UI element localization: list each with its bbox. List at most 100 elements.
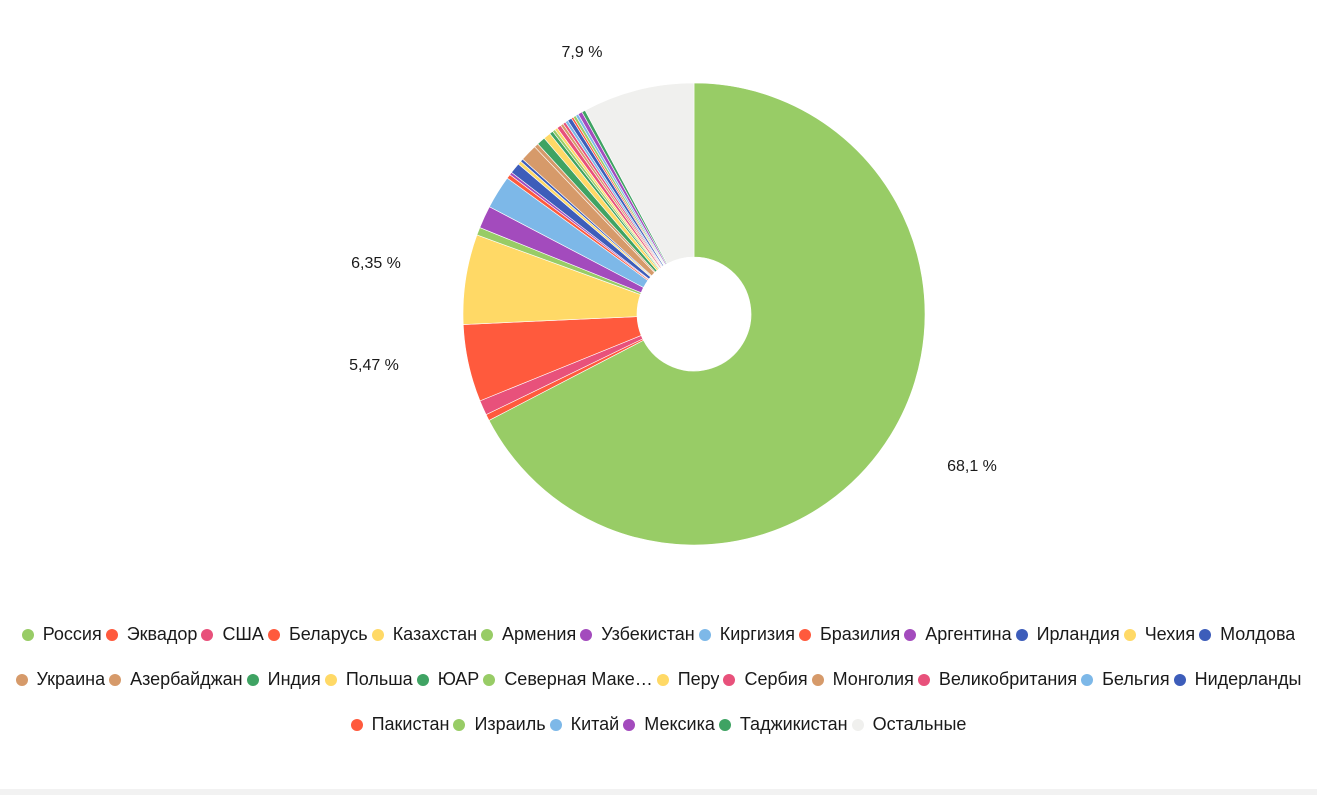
legend-dot-icon	[1123, 628, 1136, 641]
chart-legend: Россия Эквадор США Беларусь Казахстан Армения…	[0, 612, 1317, 747]
pie-chart: 68,1 % 5,47 % 6,35 % 7,9 %	[349, 44, 997, 546]
legend-dot-icon	[324, 673, 337, 686]
pct-label-0: 68,1 %	[947, 458, 997, 475]
legend-label: Пакистан	[371, 714, 450, 734]
legend-dot-icon	[723, 673, 736, 686]
legend-label: Ирландия	[1036, 624, 1120, 644]
legend-label: США	[222, 624, 264, 644]
legend-dot-icon	[1081, 673, 1094, 686]
legend-item[interactable]: Польша	[324, 657, 413, 702]
legend-label: Бельгия	[1102, 669, 1170, 689]
legend-label: Сербия	[744, 669, 808, 689]
legend-item[interactable]: Аргентина	[904, 612, 1012, 657]
legend-item[interactable]: Нидерланды	[1173, 657, 1302, 702]
legend-dot-icon	[483, 673, 496, 686]
legend-dot-icon	[623, 718, 636, 731]
legend-label: Беларусь	[288, 624, 368, 644]
legend-label: Польша	[345, 669, 413, 689]
legend-label: Нидерланды	[1194, 669, 1302, 689]
legend-item[interactable]: Остальные	[851, 702, 967, 747]
legend-item[interactable]: Армения	[481, 612, 576, 657]
legend-dot-icon	[21, 628, 34, 641]
legend-label: Россия	[42, 624, 102, 644]
legend-item[interactable]: ЮАР	[416, 657, 480, 702]
legend-dot-icon	[549, 718, 562, 731]
legend-item[interactable]: Казахстан	[371, 612, 478, 657]
legend-label: Северная Маке…	[504, 669, 653, 689]
pie-slices	[462, 82, 926, 546]
legend-dot-icon	[698, 628, 711, 641]
legend-dot-icon	[246, 673, 259, 686]
legend-item[interactable]: Пакистан	[350, 702, 450, 747]
legend-label: Киргизия	[719, 624, 795, 644]
legend-item[interactable]: Перу	[656, 657, 720, 702]
legend-item[interactable]: Китай	[549, 702, 620, 747]
legend-label: Чехия	[1144, 624, 1196, 644]
legend-item[interactable]: Ирландия	[1015, 612, 1120, 657]
legend-label: Бразилия	[819, 624, 901, 644]
legend-label: Таджикистан	[739, 714, 848, 734]
legend-item[interactable]: Молдова	[1199, 612, 1295, 657]
legend-label: Китай	[570, 714, 620, 734]
legend-item[interactable]: Бельгия	[1081, 657, 1170, 702]
legend-label: Казахстан	[392, 624, 478, 644]
legend-dot-icon	[109, 673, 122, 686]
legend-dot-icon	[105, 628, 118, 641]
legend-item[interactable]: Бразилия	[798, 612, 901, 657]
legend-label: Эквадор	[126, 624, 198, 644]
legend-dot-icon	[851, 718, 864, 731]
legend-label: Азербайджан	[130, 669, 243, 689]
pct-label-30: 7,9 %	[562, 44, 603, 61]
legend-label: Великобритания	[938, 669, 1078, 689]
legend-item[interactable]: Эквадор	[105, 612, 198, 657]
legend-item[interactable]: Беларусь	[267, 612, 368, 657]
legend-dot-icon	[904, 628, 917, 641]
legend-item[interactable]: Индия	[246, 657, 321, 702]
legend-item[interactable]: Чехия	[1123, 612, 1196, 657]
percentage-labels: 68,1 % 5,47 % 6,35 % 7,9 %	[349, 44, 997, 475]
legend-item[interactable]: Сербия	[723, 657, 808, 702]
legend-dot-icon	[15, 673, 28, 686]
legend-dot-icon	[1015, 628, 1028, 641]
legend-dot-icon	[1199, 628, 1212, 641]
legend-item[interactable]: Северная Маке…	[483, 657, 653, 702]
legend-label: Украина	[36, 669, 106, 689]
legend-item[interactable]: Мексика	[623, 702, 715, 747]
pie-slice-30[interactable]	[584, 82, 695, 265]
legend-label: Молдова	[1220, 624, 1296, 644]
legend-dot-icon	[798, 628, 811, 641]
legend-item[interactable]: Израиль	[453, 702, 546, 747]
legend-item[interactable]: Россия	[21, 612, 102, 657]
legend-dot-icon	[371, 628, 384, 641]
legend-dot-icon	[580, 628, 593, 641]
legend-item[interactable]: Монголия	[811, 657, 914, 702]
legend-label: Узбекистан	[601, 624, 695, 644]
legend-dot-icon	[917, 673, 930, 686]
legend-item[interactable]: США	[201, 612, 264, 657]
legend-label: ЮАР	[437, 669, 480, 689]
legend-dot-icon	[453, 718, 466, 731]
legend-label: Монголия	[832, 669, 914, 689]
legend-item[interactable]: Украина	[15, 657, 106, 702]
legend-item[interactable]: Великобритания	[917, 657, 1078, 702]
legend-dot-icon	[416, 673, 429, 686]
legend-dot-icon	[267, 628, 280, 641]
legend-item[interactable]: Азербайджан	[109, 657, 243, 702]
legend-item[interactable]: Киргизия	[698, 612, 795, 657]
legend-label: Аргентина	[925, 624, 1012, 644]
legend-dot-icon	[481, 628, 494, 641]
legend-dot-icon	[718, 718, 731, 731]
legend-item[interactable]: Таджикистан	[718, 702, 848, 747]
legend-dot-icon	[350, 718, 363, 731]
legend-label: Остальные	[872, 714, 967, 734]
legend-label: Перу	[677, 669, 720, 689]
pct-label-3: 5,47 %	[349, 357, 399, 374]
legend-label: Армения	[502, 624, 577, 644]
legend-item[interactable]: Узбекистан	[580, 612, 695, 657]
legend-label: Индия	[267, 669, 321, 689]
legend-label: Мексика	[644, 714, 715, 734]
legend-dot-icon	[201, 628, 214, 641]
pct-label-4: 6,35 %	[351, 255, 401, 272]
pie-slice-0[interactable]	[488, 82, 926, 546]
bottom-scroll-strip	[0, 789, 1317, 795]
